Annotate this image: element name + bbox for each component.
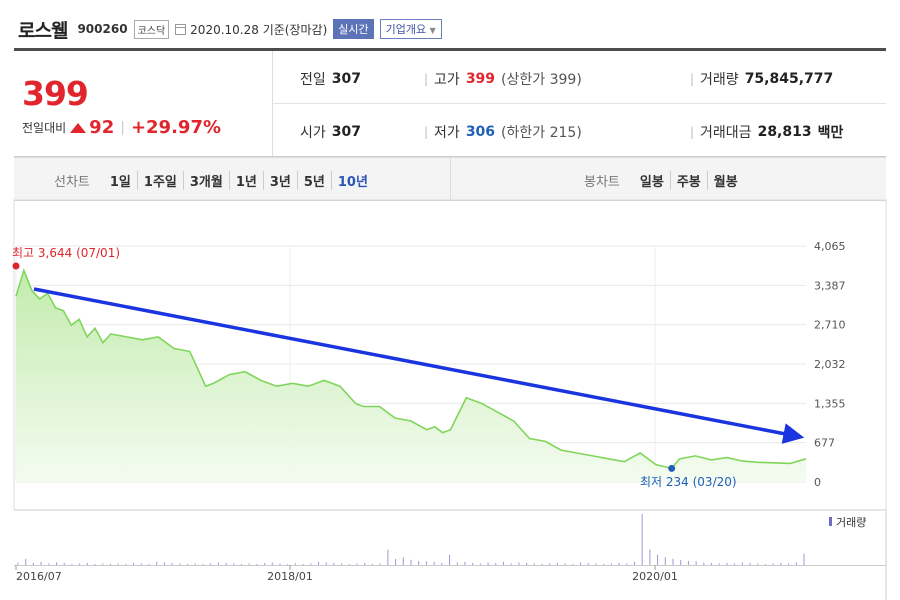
volume-value: 75,845,777 xyxy=(744,71,834,87)
tab-1y[interactable]: 1년 xyxy=(228,171,263,190)
trade-value: | 거래대금 28,813 백만 xyxy=(690,124,844,141)
tab-1w[interactable]: 1주일 xyxy=(136,171,183,190)
max-point xyxy=(12,262,20,270)
min-point xyxy=(668,464,676,472)
current-price: 399 xyxy=(22,74,89,113)
separator: | xyxy=(120,119,125,136)
trend-arrow xyxy=(33,287,805,444)
high-price: | 고가 399 (상한가 399) xyxy=(424,71,582,88)
open-price: 시가 307 xyxy=(300,122,361,142)
x-tick-label: 2020/01 xyxy=(632,570,678,583)
low-label: 저가 xyxy=(434,125,460,141)
volume-label: 거래량 xyxy=(700,72,739,88)
tab-5y[interactable]: 5년 xyxy=(296,171,331,190)
y-tick-label: 2,710 xyxy=(814,319,846,332)
chevron-down-icon: ▼ xyxy=(429,26,436,35)
divider xyxy=(450,158,451,200)
tab-1d[interactable]: 1일 xyxy=(109,175,131,190)
low-price: | 저가 306 (하한가 215) xyxy=(424,124,582,141)
line-chart-tabs: 선차트 1일 1주일 3개월 1년 3년 5년 10년 xyxy=(54,171,374,190)
volume: | 거래량 75,845,777 xyxy=(690,71,834,88)
market-badge: 코스닥 xyxy=(133,19,170,39)
calendar-icon xyxy=(175,23,187,35)
trade-value-label: 거래대금 xyxy=(700,125,752,141)
high-value: 399 xyxy=(465,71,496,87)
date-text: 2020.10.28 기준(장마감) xyxy=(190,22,328,37)
up-arrow-icon xyxy=(70,122,87,133)
x-tick-label: 2016/07 xyxy=(16,570,62,583)
tab-3m[interactable]: 3개월 xyxy=(182,171,229,190)
company-overview-dropdown[interactable]: 기업개요 ▼ xyxy=(379,19,442,39)
price-line xyxy=(15,267,807,470)
change-label: 전일대비 xyxy=(22,121,67,135)
y-tick-label: 1,355 xyxy=(814,397,846,410)
quote-date: 2020.10.28 기준(장마감) xyxy=(175,21,327,38)
stock-header: 로스웰 900260 코스닥 2020.10.28 기준(장마감) 실시간 기업… xyxy=(18,14,442,44)
tab-10y[interactable]: 10년 xyxy=(330,171,374,190)
realtime-button[interactable]: 실시간 xyxy=(333,19,374,39)
y-tick-label: 3,387 xyxy=(814,279,846,292)
open-value: 307 xyxy=(331,124,361,140)
prev-close: 전일 307 xyxy=(300,69,361,89)
tab-weekly[interactable]: 주봉 xyxy=(669,171,707,190)
max-label: 최고 3,644 (07/01) xyxy=(12,246,120,260)
chart-period-tabs: 선차트 1일 1주일 3개월 1년 3년 5년 10년 봉차트 일봉 주봉 월봉 xyxy=(14,157,886,201)
price-area xyxy=(16,270,806,482)
y-tick-label: 2,032 xyxy=(814,358,846,371)
prev-value: 307 xyxy=(331,71,361,87)
trade-value-unit: 백만 xyxy=(817,125,844,141)
change-percent: +29.97% xyxy=(130,117,222,138)
tab-3y[interactable]: 3년 xyxy=(262,171,297,190)
x-tick-label: 2018/01 xyxy=(267,570,313,583)
candle-chart-label: 봉차트 xyxy=(584,175,620,190)
volume-legend: 거래량 xyxy=(836,516,866,529)
stock-code: 900260 xyxy=(77,22,128,36)
change-value: 92 xyxy=(89,117,115,138)
y-tick-label: 4,065 xyxy=(814,240,846,253)
tab-monthly[interactable]: 월봉 xyxy=(706,171,744,190)
min-label: 최저 234 (03/20) xyxy=(640,475,737,489)
upper-limit: (상한가 399) xyxy=(501,72,582,88)
divider xyxy=(14,48,886,51)
lower-limit: (하한가 215) xyxy=(501,125,582,141)
change-row: 전일대비 92 | +29.97% xyxy=(22,117,221,138)
divider xyxy=(272,103,886,104)
y-tick-label: 677 xyxy=(814,437,835,450)
open-label: 시가 xyxy=(300,125,326,141)
y-tick-label: 0 xyxy=(814,476,821,489)
tab-daily[interactable]: 일봉 xyxy=(639,175,664,190)
prev-label: 전일 xyxy=(300,72,326,88)
overview-label: 기업개요 xyxy=(385,23,427,36)
stock-name: 로스웰 xyxy=(18,19,68,42)
low-value: 306 xyxy=(465,124,496,140)
trade-value-amount: 28,813 xyxy=(757,124,812,140)
high-label: 고가 xyxy=(434,72,460,88)
line-chart-label: 선차트 xyxy=(54,175,90,190)
volume-legend-swatch xyxy=(829,517,832,526)
quote-panel: 399 전일대비 92 | +29.97% 전일 307 | 고가 399 (상한가 3… xyxy=(14,51,886,157)
candle-chart-tabs: 봉차트 일봉 주봉 월봉 xyxy=(584,171,744,190)
